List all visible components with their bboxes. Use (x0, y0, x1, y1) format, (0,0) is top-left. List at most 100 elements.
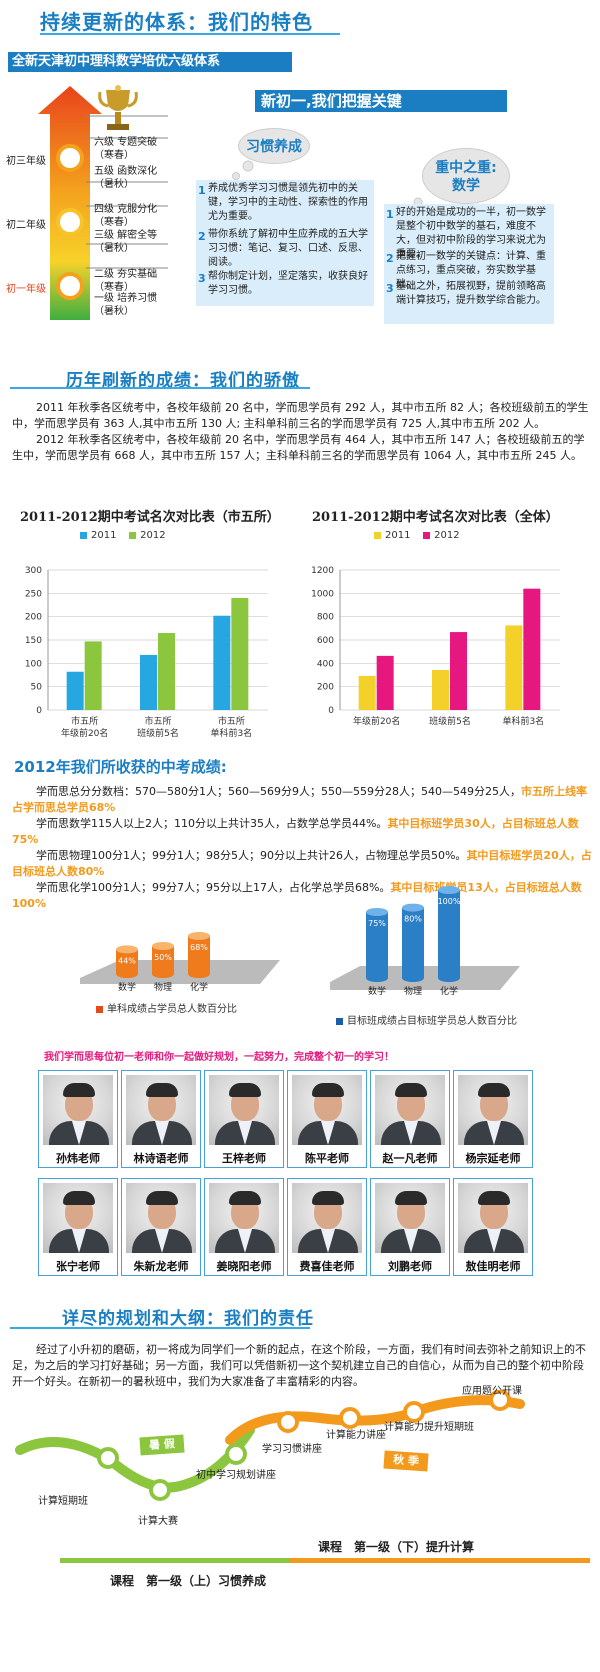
score-line-physics: 学而思物理100分1人；99分1人；98分5人；90分以上共计26人，占物理总学… (12, 849, 592, 878)
chart3-bar-top-2 (188, 931, 210, 940)
teacher-name: 林诗语老师 (133, 1152, 189, 1165)
score-line-total: 学而思总分分数档：570—580分1人；560—569分9人；550—559分2… (12, 785, 587, 814)
teacher-name: 张宁老师 (56, 1260, 100, 1273)
math-item-1: 好的开始是成功的一半，初一数学是整个初中数学的基石，难度不大，但对初中阶段的学习… (396, 207, 546, 260)
chart3-xtick-2: 化学 (190, 981, 208, 993)
teacher-name: 赵一凡老师 (382, 1152, 438, 1165)
habit-item-1: 养成优秀学习习惯是领先初中的关键，学习中的主动性、探索性的作用尤为重要。 (208, 183, 368, 222)
chart3-bar-top-0 (116, 945, 138, 954)
chart2-legend-2012: 2012 (434, 530, 460, 541)
chart3-label-2: 68% (190, 943, 208, 952)
teacher-photo (43, 1075, 113, 1145)
course-label-2: 课程 第一级（下）提升计算 (318, 1540, 475, 1554)
chart4-bar-1 (402, 907, 424, 978)
chart2-legend: 2011 2012 (374, 530, 460, 541)
chart3-platform (80, 960, 280, 984)
autumn-tag: 秋 季 (383, 1450, 429, 1472)
chart3-bar-2 (188, 935, 210, 974)
chart4-label-2: 100% (438, 897, 461, 906)
chart4-xtick-1: 物理 (404, 985, 422, 997)
chart2-ytick: 1000 (311, 589, 334, 599)
course-bar-2 (290, 1558, 590, 1563)
chart4-bar-base-0 (366, 974, 388, 982)
section3-title: 2012年我们所收获的中考成绩: (14, 758, 227, 776)
chart3-bar-base-1 (152, 970, 174, 978)
autumn-path (225, 1395, 525, 1445)
node-label-1: 计算短期班 (38, 1496, 88, 1507)
node-label-5: 计算能力讲座 (326, 1430, 386, 1441)
node-label-6: 计算能力提升短期班 (384, 1422, 474, 1433)
chart4-bar-base-1 (402, 974, 424, 982)
teacher-card: 赵一凡老师 (370, 1070, 450, 1168)
teacher-card: 陈平老师 (287, 1070, 367, 1168)
course-roadmap (15, 1390, 590, 1563)
chart1-legend-2012: 2012 (140, 530, 166, 541)
chart3-label-1: 50% (154, 953, 172, 962)
teacher-name: 敖佳明老师 (465, 1260, 521, 1273)
math-item-2: 把握初一数学的关键点：计算、重点练习，重点突破，夯实数学基础。 (396, 251, 546, 290)
teacher-card: 姜晓阳老师 (204, 1178, 284, 1276)
node-1 (97, 1447, 119, 1469)
habit-item-3: 帮你制定计划，坚定落实，收获良好学习习惯。 (208, 271, 368, 296)
chart1-ytick: 200 (25, 613, 42, 623)
chart1-legend: 2011 2012 (80, 530, 166, 541)
chart1-xtick: 单科前3名 (210, 727, 252, 739)
teacher-card: 朱新龙老师 (121, 1178, 201, 1276)
chart1-ytick: 50 (31, 683, 43, 693)
node-7 (489, 1390, 511, 1411)
chart1-plot: 050100150200250300市五所年级前20名市五所班级前5名市五所单科… (25, 566, 268, 739)
grade-label-1: 初一年级 (6, 284, 46, 295)
teacher-photo (126, 1075, 196, 1145)
chart2-bar-2011-1 (432, 669, 449, 710)
chart1-ytick: 150 (25, 636, 42, 646)
chart2-plot: 0 200 400 600 800 1000 1200 年级前20名 班级前5名 单科前3名 (311, 566, 560, 727)
math-item-3: 基础之外，拓展视野，提前领略高端计算技巧，提升数学综合能力。 (396, 281, 546, 306)
teacher-photo (292, 1075, 362, 1145)
chart2-xtick: 班级前5名 (429, 715, 471, 727)
chart4-label-1: 80% (404, 915, 422, 924)
node-label-2: 计算大赛 (138, 1516, 178, 1527)
section4-title-block: 详尽的规划和大纲：我们的责任 (62, 1304, 314, 1329)
grade-label-3: 初三年级 (6, 156, 46, 167)
chart3-legend: 单科成绩占学员总人数百分比 (96, 1000, 237, 1015)
teacher-name: 刘鹏老师 (388, 1260, 432, 1273)
plan-para: 经过了小升初的磨砺，初一将成为同学们一个新的起点，在这个阶段，一方面，我们有时间… (12, 1343, 586, 1388)
teacher-card: 孙炜老师 (38, 1070, 118, 1168)
chart2-bar-2012-0 (376, 655, 394, 710)
chart2-ytick: 0 (328, 706, 334, 716)
teacher-name: 王梓老师 (222, 1152, 266, 1165)
chart2-ytick: 800 (317, 613, 334, 623)
chart2-legend-2011: 2011 (385, 530, 411, 541)
level-2: 二级 夯实基础 （寒春） (94, 269, 158, 293)
teacher-card: 费喜佳老师 (287, 1178, 367, 1276)
grade-node-2 (56, 208, 84, 236)
chart1-xtick: 年级前20名 (61, 727, 108, 739)
math-bubble: 重中之重: 数学 (422, 148, 510, 204)
chart3-bar-0 (116, 949, 138, 974)
chart1-bar-2012-2 (231, 598, 249, 710)
habit-item-2: 带你系统了解初中生应养成的五大学习习惯：笔记、复习、口述、反思、阅读。 (208, 229, 368, 268)
level-1: 一级 培养习惯 （暑秋） (94, 293, 158, 317)
chart4-legend: 目标班成绩占目标班学员总人数百分比 (336, 1012, 517, 1027)
chart1-xtick: 市五所 (144, 715, 171, 727)
chart3-bar-1 (152, 946, 174, 974)
chart2-title: 2011-2012期中考试名次对比表（全体） (312, 510, 559, 525)
section4-title: 详尽的规划和大纲：我们的责任 (62, 1309, 314, 1329)
score-line-math: 学而思数学115人以上2人；110分以上共计35人，占数学总学员44%。其中目标… (12, 817, 579, 846)
results-para-2012: 2012 年秋季各区统考中，各校年级前 20 名中，学而思学员有 464 人，其… (12, 433, 585, 462)
node-6 (403, 1401, 425, 1423)
chart4-xtick-2: 化学 (440, 985, 458, 997)
chart4-bar-top-2 (438, 886, 460, 894)
section2-divider (10, 387, 310, 389)
chart1-ytick: 100 (25, 659, 42, 669)
chart2-ytick: 1200 (311, 566, 334, 576)
chart4-bar-top-0 (366, 908, 388, 916)
node-4 (277, 1411, 299, 1433)
chart1-xtick: 市五所 (218, 715, 245, 727)
teacher-card: 敖佳明老师 (453, 1178, 533, 1276)
chart3-label-0: 44% (118, 956, 136, 965)
chart1-title: 2011-2012期中考试名次对比表（市五所） (20, 510, 280, 525)
teacher-photo (458, 1075, 528, 1145)
section2-title: 历年刷新的成绩：我们的骄傲 (66, 371, 300, 391)
chart1-legend-2011: 2011 (91, 530, 117, 541)
